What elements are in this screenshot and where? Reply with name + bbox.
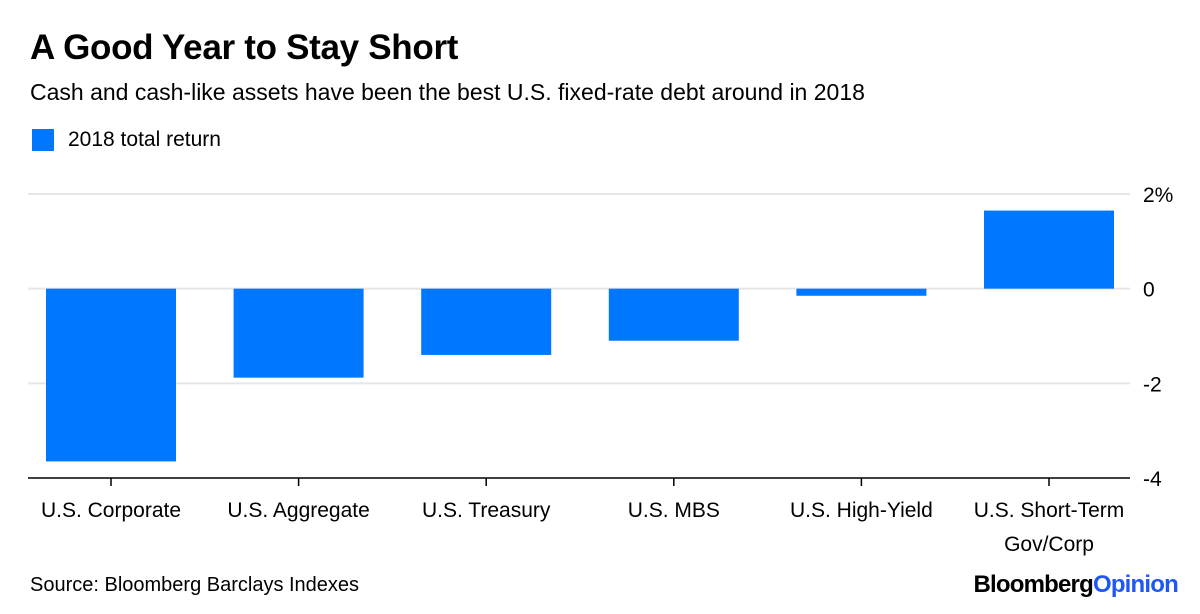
y-tick-label: 0 bbox=[1143, 279, 1155, 302]
x-axis: U.S. Corporate U.S. Aggregate U.S. Treasur… bbox=[28, 477, 1130, 556]
chart-title: A Good Year to Stay Short bbox=[30, 28, 459, 67]
x-tick-label: U.S. Corporate bbox=[41, 499, 181, 522]
x-tick-label: U.S. Treasury bbox=[422, 499, 551, 522]
bar bbox=[46, 288, 176, 462]
gridlines bbox=[28, 193, 1130, 385]
y-tick-label: -4 bbox=[1143, 468, 1162, 491]
bar bbox=[421, 288, 552, 355]
brand-logo: BloombergOpinion bbox=[973, 571, 1178, 599]
legend: 2018 total return bbox=[32, 128, 221, 152]
x-tick-label: U.S. Short-Term bbox=[974, 499, 1125, 522]
bar bbox=[984, 210, 1114, 289]
bar bbox=[796, 288, 927, 296]
bars bbox=[46, 210, 1114, 462]
brand-secondary: Opinion bbox=[1092, 571, 1179, 598]
chart-subtitle: Cash and cash-like assets have been the … bbox=[30, 79, 865, 105]
x-tick-label: U.S. MBS bbox=[628, 499, 720, 522]
source-note: Source: Bloomberg Barclays Indexes bbox=[30, 574, 360, 596]
x-tick-label: U.S. Aggregate bbox=[227, 499, 369, 522]
bar bbox=[608, 288, 739, 341]
bar bbox=[233, 288, 364, 378]
legend-swatch bbox=[32, 129, 54, 151]
y-axis: 2% 0 -2 -4 bbox=[1143, 184, 1173, 491]
brand-primary: Bloomberg bbox=[973, 571, 1093, 598]
x-tick-label: Gov/Corp bbox=[1004, 533, 1094, 556]
x-tick-label: U.S. High-Yield bbox=[790, 499, 933, 522]
y-tick-label: -2 bbox=[1143, 373, 1162, 396]
legend-label: 2018 total return bbox=[68, 128, 221, 151]
y-tick-label: 2% bbox=[1143, 184, 1173, 207]
